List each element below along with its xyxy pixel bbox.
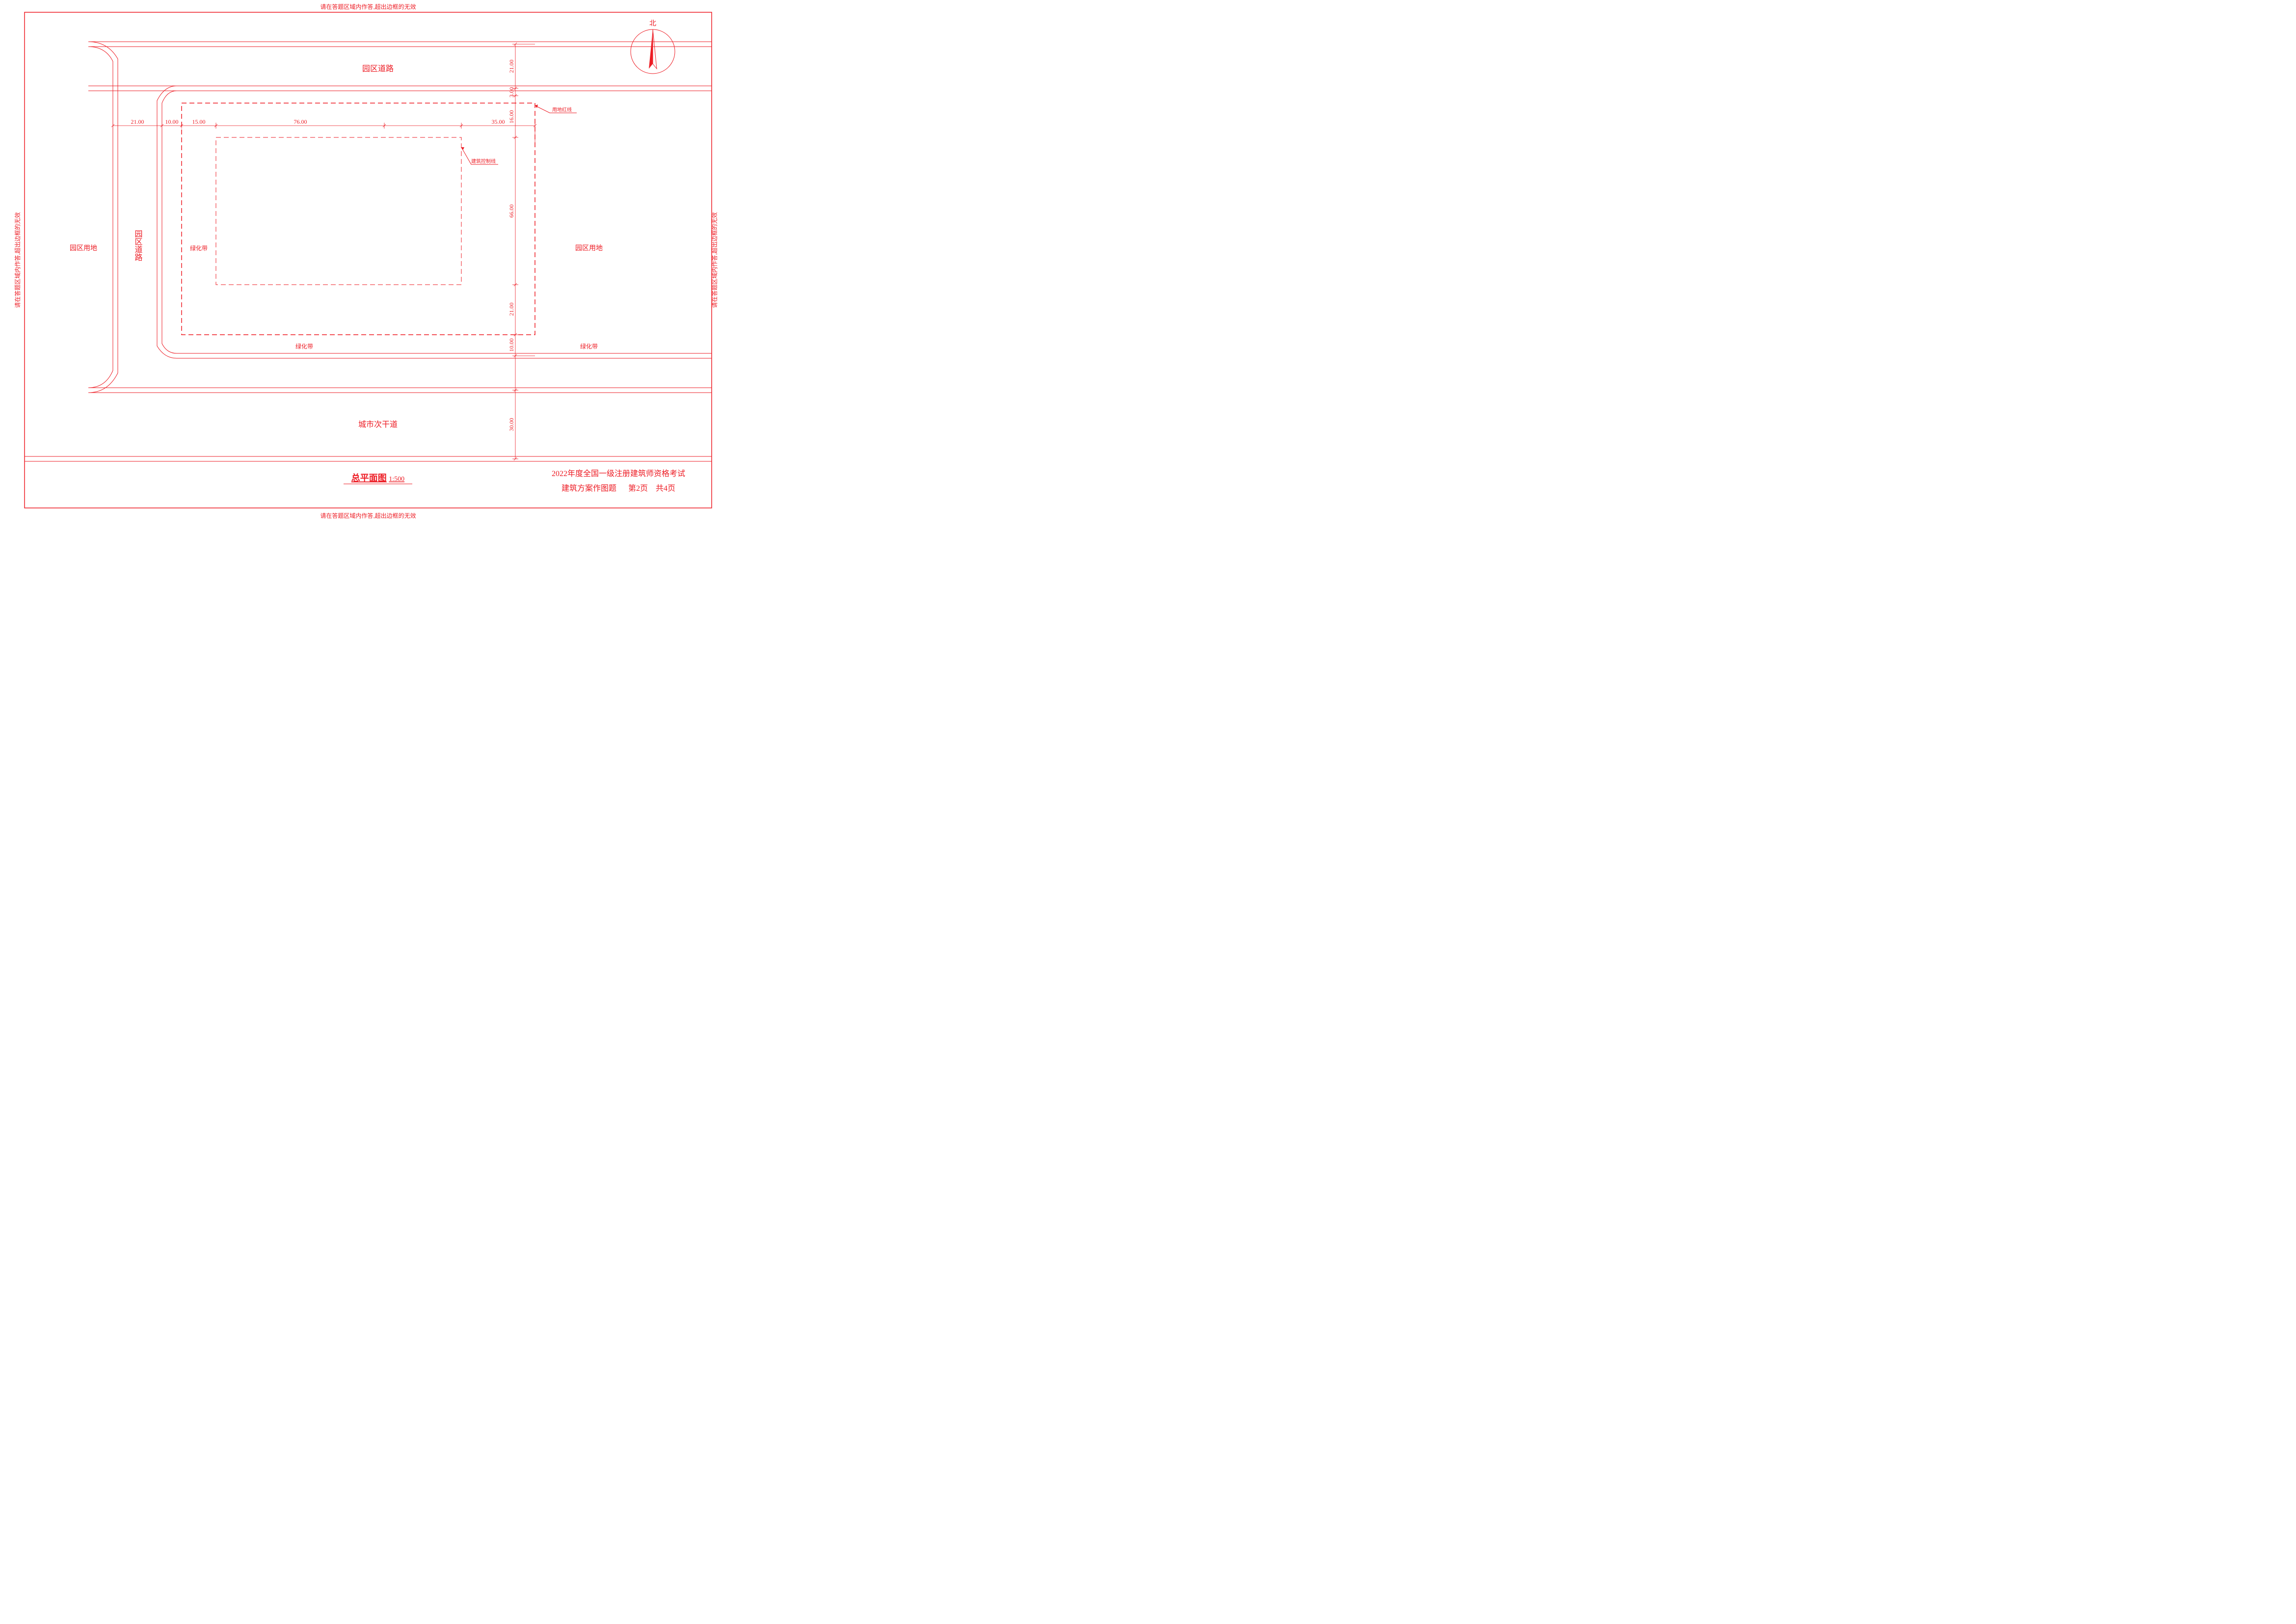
dim-10-v: 10.00 (508, 339, 515, 352)
title-main: 总平面图 (351, 473, 387, 483)
title-scale: 1:500 (389, 476, 404, 483)
dim-35-h: 35.00 (492, 118, 505, 125)
drawing-title: 总平面图 1:500 (344, 473, 412, 484)
svg-text:建筑方案作图题 第2页 共4页: 建筑方案作图题 第2页 共4页 (561, 484, 675, 493)
left-road-lines (88, 42, 177, 393)
dim-30-v: 30.00 (508, 418, 515, 431)
footer-block: 2022年度全国一级注册建筑师资格考试 建筑方案作图题 第2页 共4页 (552, 469, 685, 493)
warning-top: 请在答题区域内作答,超出边框的无效 (320, 3, 416, 10)
dim-76-h: 76.00 (294, 118, 307, 125)
dim-3-v: 3.00 (508, 87, 515, 98)
frame-border (25, 12, 712, 508)
callout-control: 建筑控制线 (461, 147, 498, 164)
left-road-label: 园区道路 (133, 230, 143, 261)
warning-left: 请在答题区域内作答,超出边框的无效 (14, 212, 21, 308)
warning-bottom: 请在答题区域内作答,超出边框的无效 (320, 512, 416, 519)
bottom-road-lines (25, 353, 712, 461)
green-bottom-right-label: 绿化带 (580, 343, 598, 350)
zone-left-label: 园区用地 (70, 244, 97, 252)
callout-redline: 用地红线 (535, 105, 577, 113)
top-road-label: 园区道路 (362, 64, 394, 73)
building-control-line (216, 137, 461, 285)
footer-line2a: 建筑方案作图题 (561, 484, 616, 493)
dim-col-vertical: 21.00 3.00 16.00 66.00 21.00 10.00 30.00 (508, 43, 535, 460)
warning-right: 请在答题区域内作答,超出边框的无效 (711, 212, 718, 308)
green-left-label: 绿化带 (190, 244, 208, 252)
dim-66-v: 66.00 (508, 205, 515, 218)
bottom-road-label: 城市次干道 (358, 420, 398, 429)
drawing-canvas: 请在答题区域内作答,超出边框的无效 请在答题区域内作答,超出边框的无效 请在答题… (0, 0, 736, 521)
dim-21-v2: 21.00 (508, 303, 515, 316)
zone-right-label: 园区用地 (575, 244, 603, 252)
dim-21-v1: 21.00 (508, 60, 515, 73)
callout-control-text: 建筑控制线 (471, 158, 496, 164)
callout-redline-text: 用地红线 (552, 106, 572, 113)
dim-15-h: 15.00 (192, 118, 206, 125)
green-bottom-label: 绿化带 (295, 343, 313, 350)
footer-line1: 2022年度全国一级注册建筑师资格考试 (552, 469, 685, 478)
land-redline (182, 103, 535, 335)
footer-line2b: 第2页 共4页 (628, 484, 675, 493)
dim-10-h: 10.00 (165, 118, 179, 125)
dim-row-horizontal: 21.00 10.00 15.00 76.00 35.00 (111, 118, 536, 145)
svg-text:总平面图 1:500: 总平面图 1:500 (351, 473, 404, 483)
compass-label: 北 (649, 20, 656, 27)
top-road-lines (88, 42, 712, 91)
dim-21-h: 21.00 (131, 118, 144, 125)
dim-16-v: 16.00 (508, 110, 515, 124)
